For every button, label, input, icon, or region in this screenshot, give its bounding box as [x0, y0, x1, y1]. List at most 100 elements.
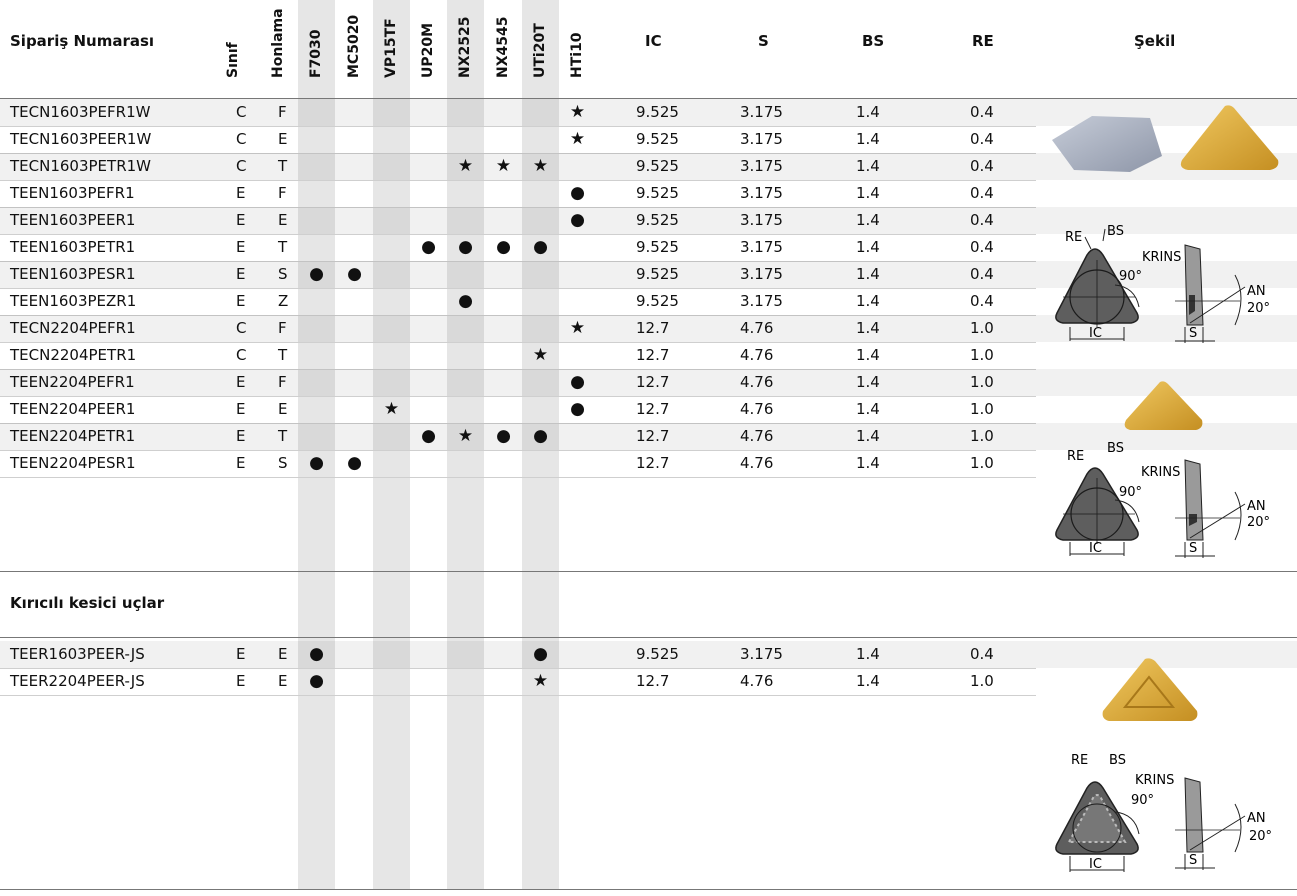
re-value: 1.0 — [970, 672, 994, 690]
label-s: S — [1189, 326, 1197, 341]
label-krins-2: KRINS — [1141, 465, 1180, 480]
re-value: 0.4 — [970, 292, 994, 310]
grade-mark: ● — [496, 426, 511, 446]
table-row: TEEN2204PEFR1 E F ● 12.7 4.76 1.4 1.0 — [0, 369, 1297, 396]
row-divider — [0, 126, 1036, 127]
grade-class: E — [236, 265, 246, 283]
grade-mark: ★ — [383, 399, 400, 419]
grade-mark: ★ — [569, 129, 586, 149]
re-value: 0.4 — [970, 238, 994, 256]
row-divider — [0, 342, 1036, 343]
grade-mark: ★ — [569, 102, 586, 122]
honing: Z — [278, 292, 289, 310]
row-divider — [0, 180, 1036, 181]
grade-mark: ● — [347, 453, 362, 473]
bs-value: 1.4 — [856, 346, 880, 364]
label-ic-2: IC — [1089, 541, 1102, 556]
order-number: TEEN2204PESR1 — [10, 454, 136, 472]
order-number: TEEN2204PEER1 — [10, 400, 136, 418]
order-number: TEEN1603PETR1 — [10, 238, 136, 256]
header-s: S — [758, 32, 769, 50]
label-an-3: AN — [1247, 811, 1266, 826]
grade-column-shade — [522, 0, 559, 890]
s-value: 4.76 — [740, 373, 774, 391]
grade-mark: ● — [570, 372, 585, 392]
header-grade-nx2525: NX2525 — [457, 16, 473, 78]
grade-mark: ★ — [532, 156, 549, 176]
row-divider — [0, 153, 1036, 154]
ic-value: 12.7 — [636, 400, 670, 418]
s-value: 4.76 — [740, 400, 774, 418]
bs-value: 1.4 — [856, 265, 880, 283]
table-row: TEEN1603PEFR1 E F ● 9.525 3.175 1.4 0.4 — [0, 180, 1297, 207]
grade-mark: ★ — [457, 426, 474, 446]
grade-class: E — [236, 238, 246, 256]
grade-class: E — [236, 292, 246, 310]
honing: E — [278, 400, 288, 418]
honing: E — [278, 130, 288, 148]
s-value: 3.175 — [740, 184, 783, 202]
header-shape: Şekil — [1134, 32, 1176, 50]
row-divider — [0, 369, 1036, 370]
label-bs-2: BS — [1107, 441, 1124, 456]
order-number: TEEN1603PEZR1 — [10, 292, 137, 310]
group-rule — [0, 571, 1297, 572]
s-value: 3.175 — [740, 103, 783, 121]
s-value: 4.76 — [740, 427, 774, 445]
order-number: TECN2204PEFR1 — [10, 319, 136, 337]
ic-value: 9.525 — [636, 265, 679, 283]
s-value: 4.76 — [740, 672, 774, 690]
label-s-2: S — [1189, 541, 1197, 556]
bs-value: 1.4 — [856, 103, 880, 121]
row-divider — [0, 288, 1036, 289]
order-number: TEEN2204PEFR1 — [10, 373, 135, 391]
grade-mark: ● — [533, 426, 548, 446]
order-number: TECN1603PETR1W — [10, 157, 151, 175]
table-row: TECN2204PETR1 C T ★ 12.7 4.76 1.4 1.0 — [0, 342, 1297, 369]
grade-mark: ★ — [457, 156, 474, 176]
order-number: TEER2204PEER-JS — [10, 672, 145, 690]
row-divider — [0, 477, 1036, 478]
ic-value: 12.7 — [636, 373, 670, 391]
grade-mark: ● — [421, 237, 436, 257]
insert-diagram-1: IC RE BS KRINS 90° AN 20° S — [1055, 224, 1270, 343]
header-order-number: Sipariş Numarası — [10, 32, 155, 50]
s-value: 3.175 — [740, 130, 783, 148]
s-value: 4.76 — [740, 319, 774, 337]
order-number: TEEN1603PEER1 — [10, 211, 136, 229]
honing: T — [278, 238, 288, 256]
order-number: TEEN1603PEFR1 — [10, 184, 135, 202]
label-krins: KRINS — [1142, 250, 1181, 265]
honing: E — [278, 645, 288, 663]
header-re: RE — [972, 32, 994, 50]
header-grade-nx4545: NX4545 — [495, 16, 511, 78]
ic-value: 12.7 — [636, 427, 670, 445]
ic-value: 9.525 — [636, 157, 679, 175]
s-value: 3.175 — [740, 238, 783, 256]
grade-class: C — [236, 130, 247, 148]
grade-mark: ● — [533, 237, 548, 257]
grade-class: E — [236, 211, 246, 229]
grade-mark: ● — [309, 671, 324, 691]
grade-mark: ● — [421, 426, 436, 446]
bs-value: 1.4 — [856, 319, 880, 337]
table-row: TEEN1603PEZR1 E Z ● 9.525 3.175 1.4 0.4 — [0, 288, 1297, 315]
header-grade-vp15tf: VP15TF — [383, 18, 399, 78]
label-re: RE — [1065, 230, 1082, 245]
insert-photo-gold-chipbreaker — [1102, 658, 1198, 721]
order-number: TECN2204PETR1 — [10, 346, 137, 364]
honing: T — [278, 346, 288, 364]
label-re-2: RE — [1067, 449, 1084, 464]
s-value: 3.175 — [740, 157, 783, 175]
s-value: 3.175 — [740, 645, 783, 663]
order-number: TEEN1603PESR1 — [10, 265, 136, 283]
bs-value: 1.4 — [856, 157, 880, 175]
re-value: 0.4 — [970, 645, 994, 663]
insert-diagram-2: IC RE BS KRINS 90° AN 20° S — [1055, 441, 1270, 558]
grade-mark: ● — [458, 291, 473, 311]
label-s-3: S — [1189, 853, 1197, 868]
row-divider — [0, 315, 1036, 316]
label-an-2: AN — [1247, 499, 1266, 514]
grade-column-shade — [373, 0, 410, 890]
ic-value: 9.525 — [636, 184, 679, 202]
